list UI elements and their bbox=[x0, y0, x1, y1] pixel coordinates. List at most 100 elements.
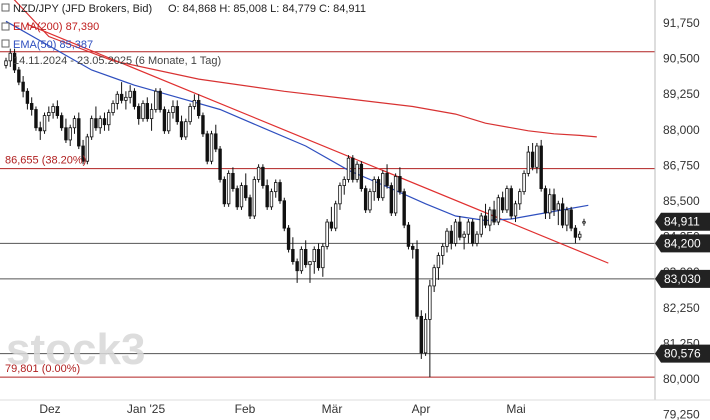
candle-body bbox=[269, 191, 274, 208]
candle bbox=[265, 179, 269, 210]
candle-body bbox=[338, 185, 342, 205]
candle-body bbox=[141, 103, 145, 120]
candle-body bbox=[509, 188, 513, 217]
candle-body bbox=[552, 194, 556, 211]
candle bbox=[398, 167, 402, 195]
ema200-toggle-icon[interactable] bbox=[1, 22, 10, 31]
candle-body bbox=[376, 179, 381, 199]
candle-body bbox=[166, 112, 171, 132]
candle bbox=[282, 197, 286, 232]
candle bbox=[535, 142, 539, 174]
candle-body bbox=[518, 191, 522, 205]
x-tick-label: Apr bbox=[412, 402, 431, 416]
candle bbox=[231, 167, 235, 192]
candle bbox=[338, 182, 342, 210]
candle bbox=[64, 118, 68, 143]
candle bbox=[89, 115, 94, 140]
candle bbox=[115, 91, 120, 110]
candle bbox=[68, 124, 72, 147]
candle-body bbox=[4, 60, 8, 66]
candle bbox=[85, 133, 90, 165]
candle-body bbox=[304, 249, 308, 266]
candle bbox=[145, 97, 149, 122]
candle-body bbox=[42, 115, 47, 132]
candle bbox=[466, 219, 471, 244]
candle bbox=[201, 112, 205, 137]
candle bbox=[496, 194, 501, 226]
candle bbox=[411, 243, 415, 259]
candle-body bbox=[98, 118, 102, 129]
candle bbox=[286, 225, 291, 253]
candle-body bbox=[286, 227, 291, 250]
candle bbox=[578, 231, 582, 241]
price-badge: 84,200 bbox=[655, 234, 710, 253]
candle-body bbox=[175, 106, 179, 123]
candle-body bbox=[179, 121, 184, 138]
candle bbox=[415, 240, 419, 320]
candle bbox=[171, 100, 175, 119]
candle-body bbox=[368, 191, 372, 211]
trendline[interactable] bbox=[27, 23, 609, 264]
candle bbox=[543, 185, 548, 220]
candle bbox=[179, 115, 184, 140]
candle-body bbox=[111, 103, 115, 113]
candle bbox=[25, 88, 30, 110]
candle bbox=[107, 109, 111, 131]
candle-body bbox=[34, 109, 38, 129]
candle bbox=[385, 164, 389, 189]
candle bbox=[214, 124, 218, 153]
candle-body bbox=[72, 118, 77, 129]
candle-body bbox=[359, 163, 364, 189]
ema-layer bbox=[5, 0, 597, 222]
candle-body bbox=[355, 163, 359, 180]
candle-body bbox=[321, 245, 325, 269]
candle-body bbox=[569, 209, 573, 229]
candle-body bbox=[406, 224, 411, 247]
candle bbox=[274, 179, 278, 198]
candle bbox=[475, 231, 479, 247]
candle bbox=[333, 200, 338, 232]
candle bbox=[355, 161, 359, 183]
candle bbox=[483, 203, 488, 229]
candle-body bbox=[582, 221, 586, 224]
candle-body bbox=[47, 112, 51, 116]
candle-body bbox=[38, 127, 42, 132]
candle-body bbox=[475, 233, 479, 244]
candle-body bbox=[244, 185, 248, 199]
candle-body bbox=[128, 90, 132, 98]
candle bbox=[175, 100, 179, 125]
candle bbox=[312, 246, 316, 274]
candle bbox=[248, 194, 252, 220]
candle bbox=[342, 176, 346, 195]
candle-body bbox=[107, 112, 111, 126]
candle bbox=[513, 200, 518, 223]
price-badge: 80,576 bbox=[655, 344, 710, 363]
candle-body bbox=[530, 151, 535, 168]
candle bbox=[582, 218, 586, 226]
candle-body bbox=[218, 148, 222, 180]
candle bbox=[4, 57, 8, 69]
candle-body bbox=[325, 221, 329, 247]
candle-body bbox=[505, 188, 509, 211]
candle bbox=[291, 237, 295, 265]
visibility-toggle-icon[interactable] bbox=[1, 3, 10, 12]
candle bbox=[42, 112, 47, 134]
candle bbox=[449, 225, 453, 250]
candle-body bbox=[192, 99, 197, 107]
candle bbox=[17, 66, 21, 86]
candle-body bbox=[209, 133, 214, 162]
candle-body bbox=[488, 209, 492, 226]
candle bbox=[376, 176, 381, 201]
candle-body bbox=[500, 197, 505, 211]
ema50-toggle-icon[interactable] bbox=[1, 39, 10, 48]
candle bbox=[295, 258, 299, 283]
candle bbox=[209, 130, 214, 165]
y-tick-label: 90,500 bbox=[663, 52, 700, 66]
ohlc-readout: O: 84,868 H: 85,008 L: 84,779 C: 84,911 bbox=[168, 3, 366, 15]
candle bbox=[141, 100, 145, 122]
candle-body bbox=[381, 172, 385, 199]
candle-body bbox=[462, 233, 466, 238]
label-layer: 86,655 (38.20%) 79,801 (0.00%) 84,911 84,20… bbox=[5, 155, 710, 375]
price-badge-bg bbox=[655, 234, 710, 253]
candle bbox=[29, 97, 34, 116]
